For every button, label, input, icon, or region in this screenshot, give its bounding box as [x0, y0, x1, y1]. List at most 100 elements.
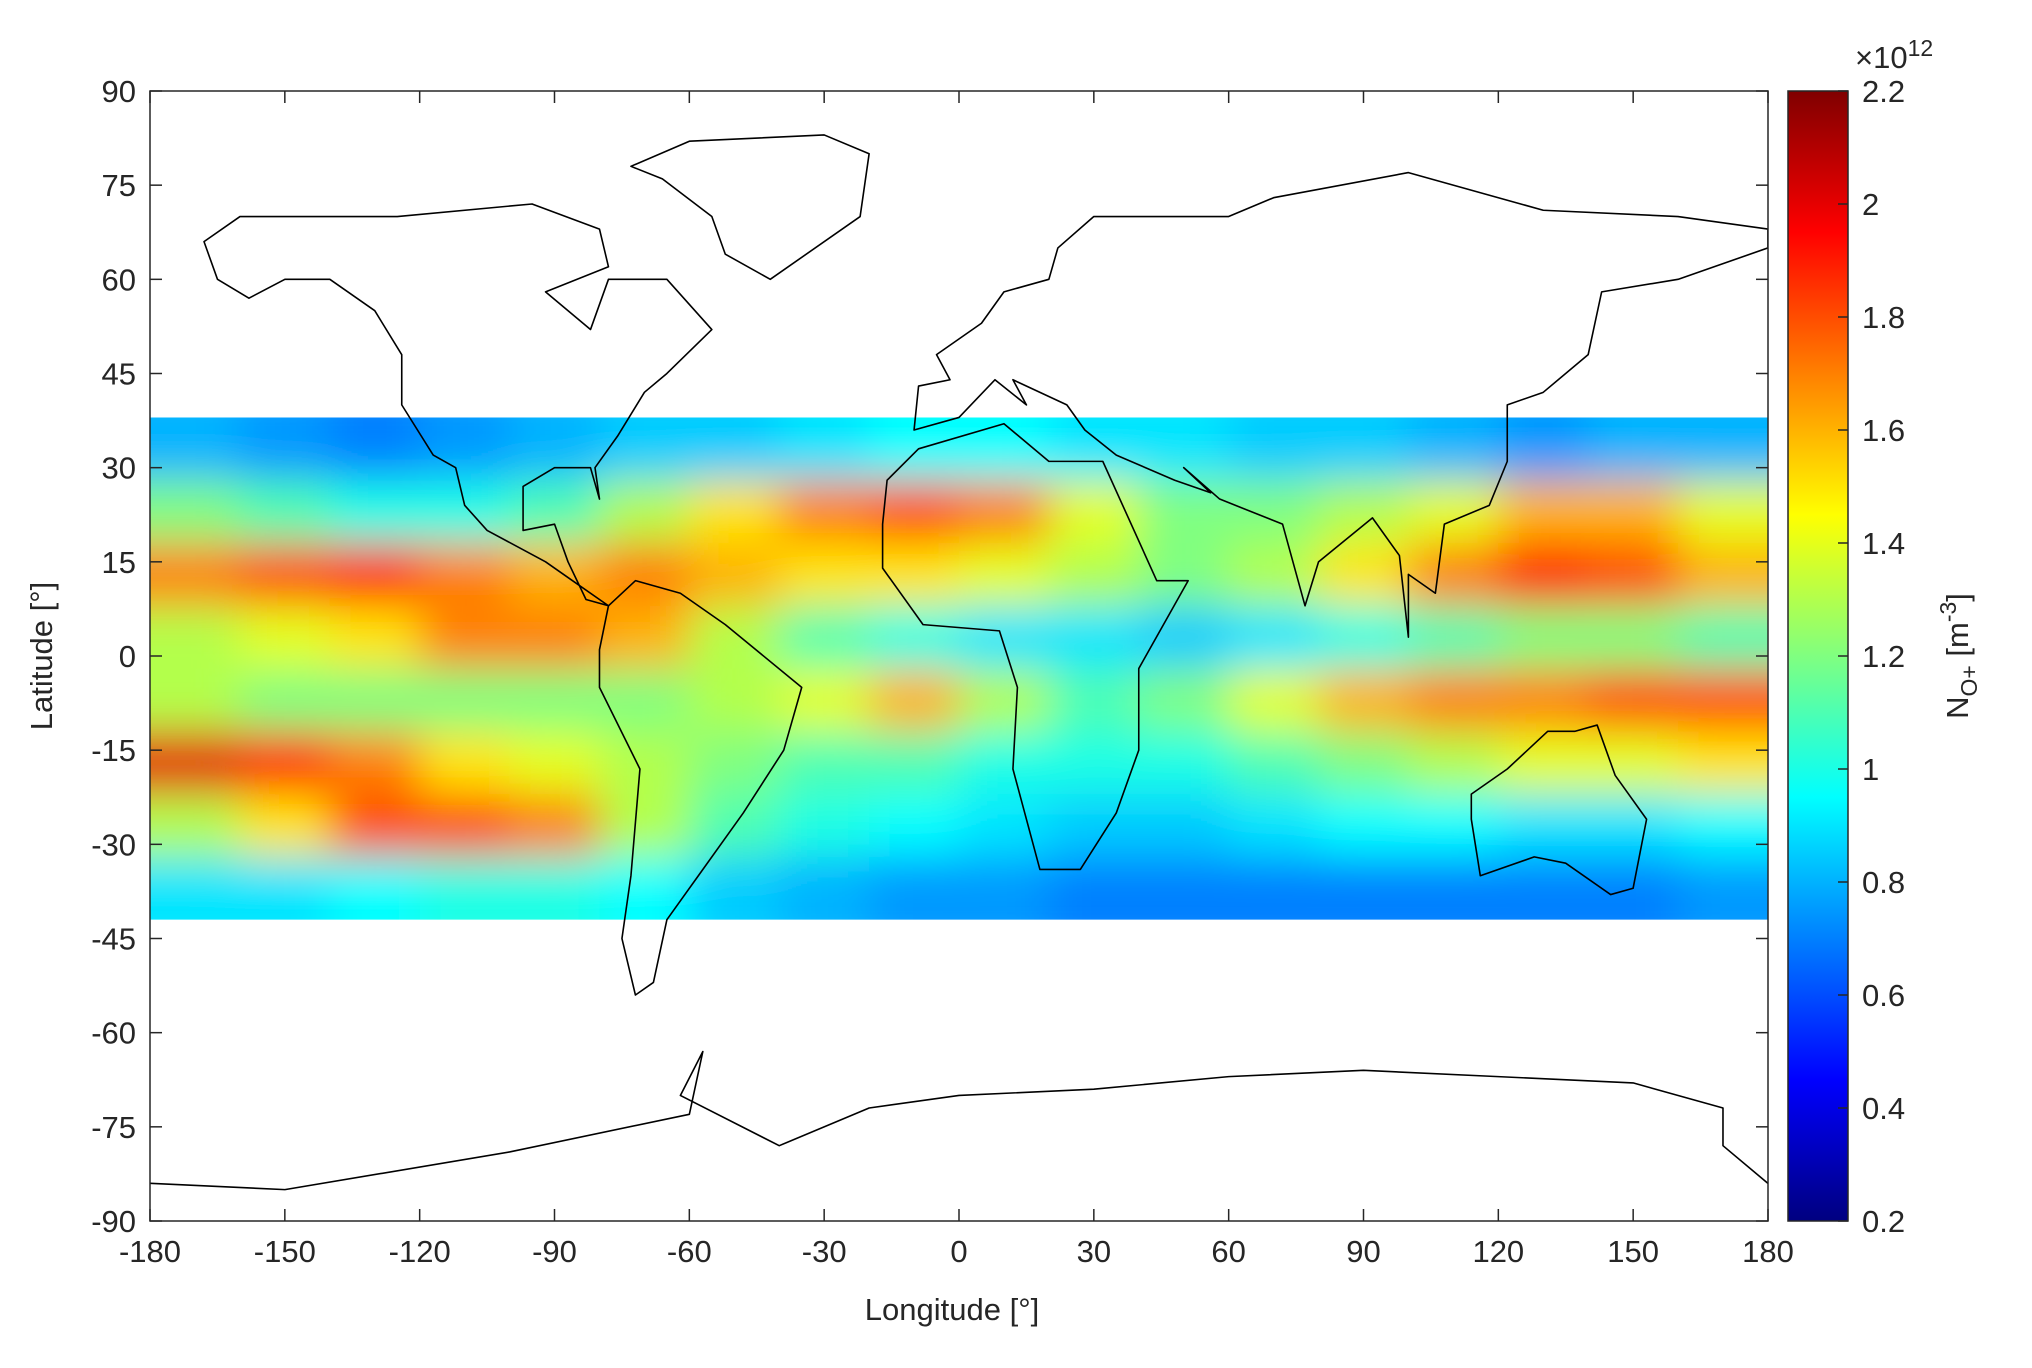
- heatmap-cell: [959, 605, 1050, 670]
- heatmap-cell: [959, 794, 1050, 858]
- colorbar-tick-label: 0.2: [1862, 1204, 1905, 1239]
- x-tick-label: 120: [1472, 1234, 1524, 1269]
- heatmap-cell: [150, 794, 240, 858]
- heatmap-cell: [419, 480, 511, 544]
- heatmap-cell: [1318, 605, 1410, 670]
- heatmap-cell: [779, 543, 871, 607]
- heatmap-clip: [150, 417, 1768, 920]
- heatmap-cell: [1498, 856, 1590, 920]
- heatmap-cell: [869, 543, 960, 607]
- heatmap-cell: [1138, 605, 1230, 670]
- x-tick-label: 150: [1607, 1234, 1659, 1269]
- heatmap-cell: [779, 480, 871, 544]
- heatmap-cell: [599, 543, 691, 607]
- heatmap-cell: [959, 668, 1050, 733]
- coastline: [599, 581, 801, 995]
- heatmap-cell: [869, 668, 960, 733]
- x-tick-label: -120: [389, 1234, 451, 1269]
- heatmap-cell: [959, 856, 1050, 920]
- y-tick-label: 90: [102, 74, 136, 109]
- y-axis-label: Latitude [°]: [24, 582, 59, 731]
- colorbar-tick-label: 2.2: [1862, 74, 1905, 109]
- y-tick-label: 30: [102, 451, 136, 486]
- x-tick-label: 180: [1742, 1234, 1794, 1269]
- coastline: [150, 1052, 1768, 1190]
- heatmap-cell: [1408, 794, 1500, 858]
- heatmap-cell: [239, 605, 331, 670]
- heatmap-cell: [1588, 856, 1680, 920]
- heatmap-cell: [1678, 480, 1768, 544]
- heatmap-cell: [329, 417, 421, 481]
- heatmap-cell: [1228, 668, 1320, 733]
- heatmap-cell: [1048, 417, 1140, 481]
- heatmap-cell: [1228, 856, 1320, 920]
- y-tick-label: 0: [119, 639, 136, 674]
- heatmap-cell: [1138, 480, 1230, 544]
- y-tick-label: -30: [91, 827, 136, 862]
- heatmap-cell: [959, 543, 1050, 607]
- y-tick-label: -90: [91, 1204, 136, 1239]
- heatmap-cell: [1498, 668, 1590, 733]
- label-unit-power: -3: [1935, 602, 1961, 622]
- heatmap-cell: [1228, 543, 1320, 607]
- heatmap-cell: [1408, 480, 1500, 544]
- colorbar-tick-label: 0.8: [1862, 865, 1905, 900]
- heatmap-cell: [1318, 543, 1410, 607]
- colorbar-tick-label: 0.6: [1862, 978, 1905, 1013]
- colorbar-tick-label: 0.4: [1862, 1091, 1905, 1126]
- heatmap-cell: [419, 731, 511, 796]
- heatmap-cells: [150, 417, 1768, 920]
- heatmap-cell: [1678, 794, 1768, 858]
- heatmap-cell: [509, 605, 601, 670]
- y-tick-label: -75: [91, 1110, 136, 1145]
- y-tick-label: 75: [102, 168, 136, 203]
- heatmap-cell: [150, 731, 240, 796]
- exponent-base: ×10: [1855, 40, 1908, 75]
- heatmap-cell: [689, 668, 781, 733]
- heatmap-cell: [689, 605, 781, 670]
- heatmap-cell: [959, 417, 1050, 481]
- heatmap-cell: [509, 856, 601, 920]
- label-symbol: N: [1940, 697, 1975, 719]
- heatmap-cell: [239, 794, 331, 858]
- heatmap-cell: [1048, 480, 1140, 544]
- heatmap-cell: [869, 731, 960, 796]
- heatmap-cell: [1588, 668, 1680, 733]
- heatmap-cell: [869, 856, 960, 920]
- heatmap-cell: [150, 480, 240, 544]
- colorbar-label: NO+ [m-3]: [1935, 593, 1982, 719]
- heatmap-cell: [1498, 794, 1590, 858]
- x-tick-label: 0: [950, 1234, 967, 1269]
- heatmap-cell: [1678, 731, 1768, 796]
- heatmap-cell: [1228, 417, 1320, 481]
- x-tick-label: 60: [1211, 1234, 1245, 1269]
- heatmap-cell: [689, 731, 781, 796]
- heatmap-cell: [1318, 794, 1410, 858]
- colorbar-tick-label: 2: [1862, 187, 1879, 222]
- heatmap-cell: [1588, 731, 1680, 796]
- heatmap-cell: [1498, 543, 1590, 607]
- heatmap-cell: [959, 480, 1050, 544]
- heatmap-cell: [239, 668, 331, 733]
- x-tick-label: -90: [532, 1234, 577, 1269]
- heatmap-cell: [599, 417, 691, 481]
- heatmap-cell: [689, 417, 781, 481]
- heatmap-cell: [689, 480, 781, 544]
- heatmap-cell: [599, 856, 691, 920]
- heatmap-cell: [1138, 668, 1230, 733]
- heatmap-cell: [869, 605, 960, 670]
- heatmap-cell: [689, 856, 781, 920]
- heatmap-cell: [1498, 480, 1590, 544]
- heatmap-cell: [1678, 543, 1768, 607]
- heatmap-cell: [1048, 731, 1140, 796]
- heatmap-cell: [1408, 417, 1500, 481]
- y-tick-label: -60: [91, 1016, 136, 1051]
- colorbar-tick-label: 1.2: [1862, 639, 1905, 674]
- x-tick-label: 30: [1077, 1234, 1111, 1269]
- heatmap-cell: [150, 668, 240, 733]
- heatmap-cell: [1408, 668, 1500, 733]
- label-unit: [m: [1940, 622, 1975, 665]
- heatmap-cell: [150, 417, 240, 481]
